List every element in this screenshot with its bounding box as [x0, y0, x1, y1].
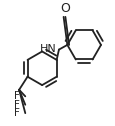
- Text: F: F: [14, 91, 20, 101]
- Text: F: F: [14, 108, 20, 118]
- Text: HN: HN: [40, 44, 57, 54]
- Text: F: F: [14, 100, 20, 110]
- Text: O: O: [60, 2, 70, 15]
